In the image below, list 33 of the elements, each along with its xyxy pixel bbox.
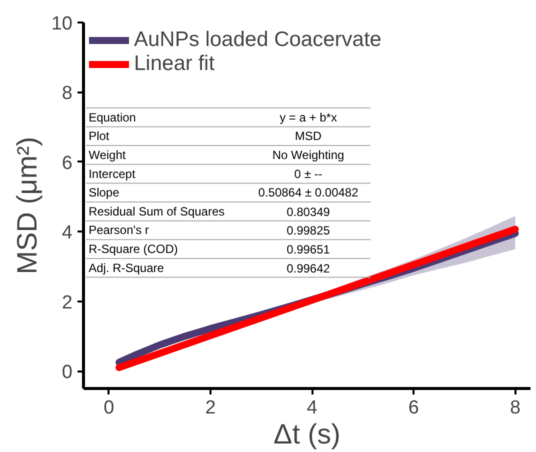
x-tick-label: 4 bbox=[306, 398, 318, 418]
annotation: 0.99642 bbox=[286, 261, 330, 276]
annotation: 0.99825 bbox=[286, 224, 330, 238]
y-tick-label: 2 bbox=[62, 292, 73, 314]
y-tick-label: 8 bbox=[62, 83, 73, 104]
legend-label: Linear fit bbox=[134, 52, 215, 76]
annotation: MSD bbox=[294, 129, 322, 144]
y-axis-title: MSD (μm²) bbox=[11, 136, 42, 274]
annotation: Equation bbox=[88, 110, 136, 124]
annotation: Plot bbox=[88, 129, 110, 144]
annotation: Adj. R-Square bbox=[88, 260, 164, 275]
annotation: Weight bbox=[88, 148, 126, 162]
annotation: y = a + b*x bbox=[280, 110, 337, 124]
annotation: 0.99651 bbox=[286, 242, 330, 257]
y-tick-label: 4 bbox=[62, 222, 73, 244]
legend-label: AuNPs loaded Coacervate bbox=[134, 28, 382, 52]
y-tick-label: 0 bbox=[62, 362, 73, 384]
annotation: Intercept bbox=[88, 166, 136, 181]
annotation: Pearson's r bbox=[88, 223, 149, 238]
x-tick-label: 8 bbox=[510, 398, 521, 418]
annotation: Residual Sum of Squares bbox=[88, 204, 225, 218]
x-tick-label: 6 bbox=[408, 398, 419, 418]
annotation: 0.80349 bbox=[286, 204, 330, 219]
x-axis-title: Δt (s) bbox=[274, 418, 340, 450]
y-tick-label: 6 bbox=[62, 152, 73, 174]
annotation: R-Square (COD) bbox=[88, 242, 178, 256]
annotation: Slope bbox=[88, 186, 120, 200]
x-tick-label: 0 bbox=[104, 398, 114, 418]
annotation: 0.50864 ± 0.00482 bbox=[258, 186, 359, 200]
annotation: 0 ± -- bbox=[294, 166, 322, 181]
x-tick-label: 2 bbox=[205, 398, 216, 418]
annotation: No Weighting bbox=[272, 148, 344, 162]
y-tick-label: 10 bbox=[51, 14, 73, 34]
